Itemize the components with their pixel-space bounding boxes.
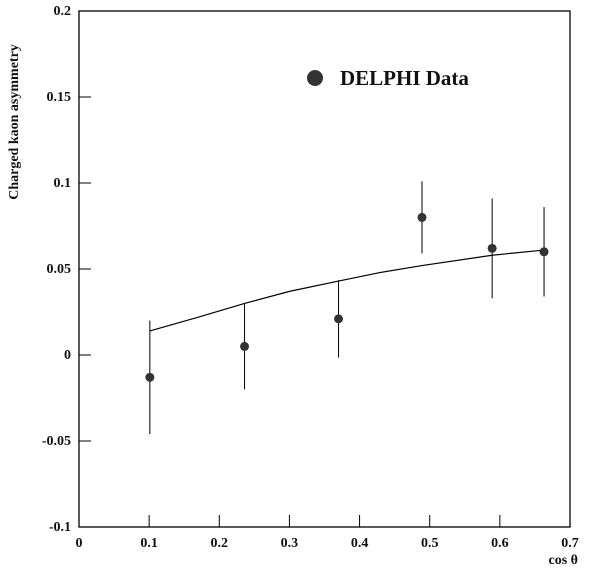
data-point <box>334 314 344 324</box>
y-tick-label: 0.05 <box>47 262 72 277</box>
fit-line <box>149 249 545 332</box>
data-point <box>539 247 549 257</box>
y-axis-label: Charged kaon asymmetry <box>7 44 22 200</box>
y-tick-label: 0.2 <box>54 4 72 19</box>
data-point <box>145 372 155 382</box>
legend-label: DELPHI Data <box>340 66 469 90</box>
x-tick-label: 0.7 <box>561 536 579 551</box>
x-tick-label: 0.6 <box>491 536 509 551</box>
y-tick-label: -0.05 <box>42 434 71 449</box>
x-tick-label: 0 <box>76 536 83 551</box>
data-point <box>240 341 250 351</box>
x-tick-label: 0.2 <box>211 536 229 551</box>
x-tick-label: 0.1 <box>140 536 158 551</box>
x-tick-label: 0.5 <box>421 536 439 551</box>
data-point <box>417 212 427 222</box>
x-tick-label: 0.4 <box>351 536 369 551</box>
x-tick-label: 0.3 <box>281 536 299 551</box>
data-point <box>487 243 497 253</box>
y-tick-label: -0.1 <box>49 520 71 535</box>
y-tick-label: 0.1 <box>54 176 72 191</box>
legend-marker <box>307 70 323 86</box>
y-tick-label: 0 <box>64 348 71 363</box>
plot-frame <box>78 10 571 528</box>
y-tick-label: 0.15 <box>47 90 72 105</box>
x-axis-label: cos θ <box>549 553 578 568</box>
